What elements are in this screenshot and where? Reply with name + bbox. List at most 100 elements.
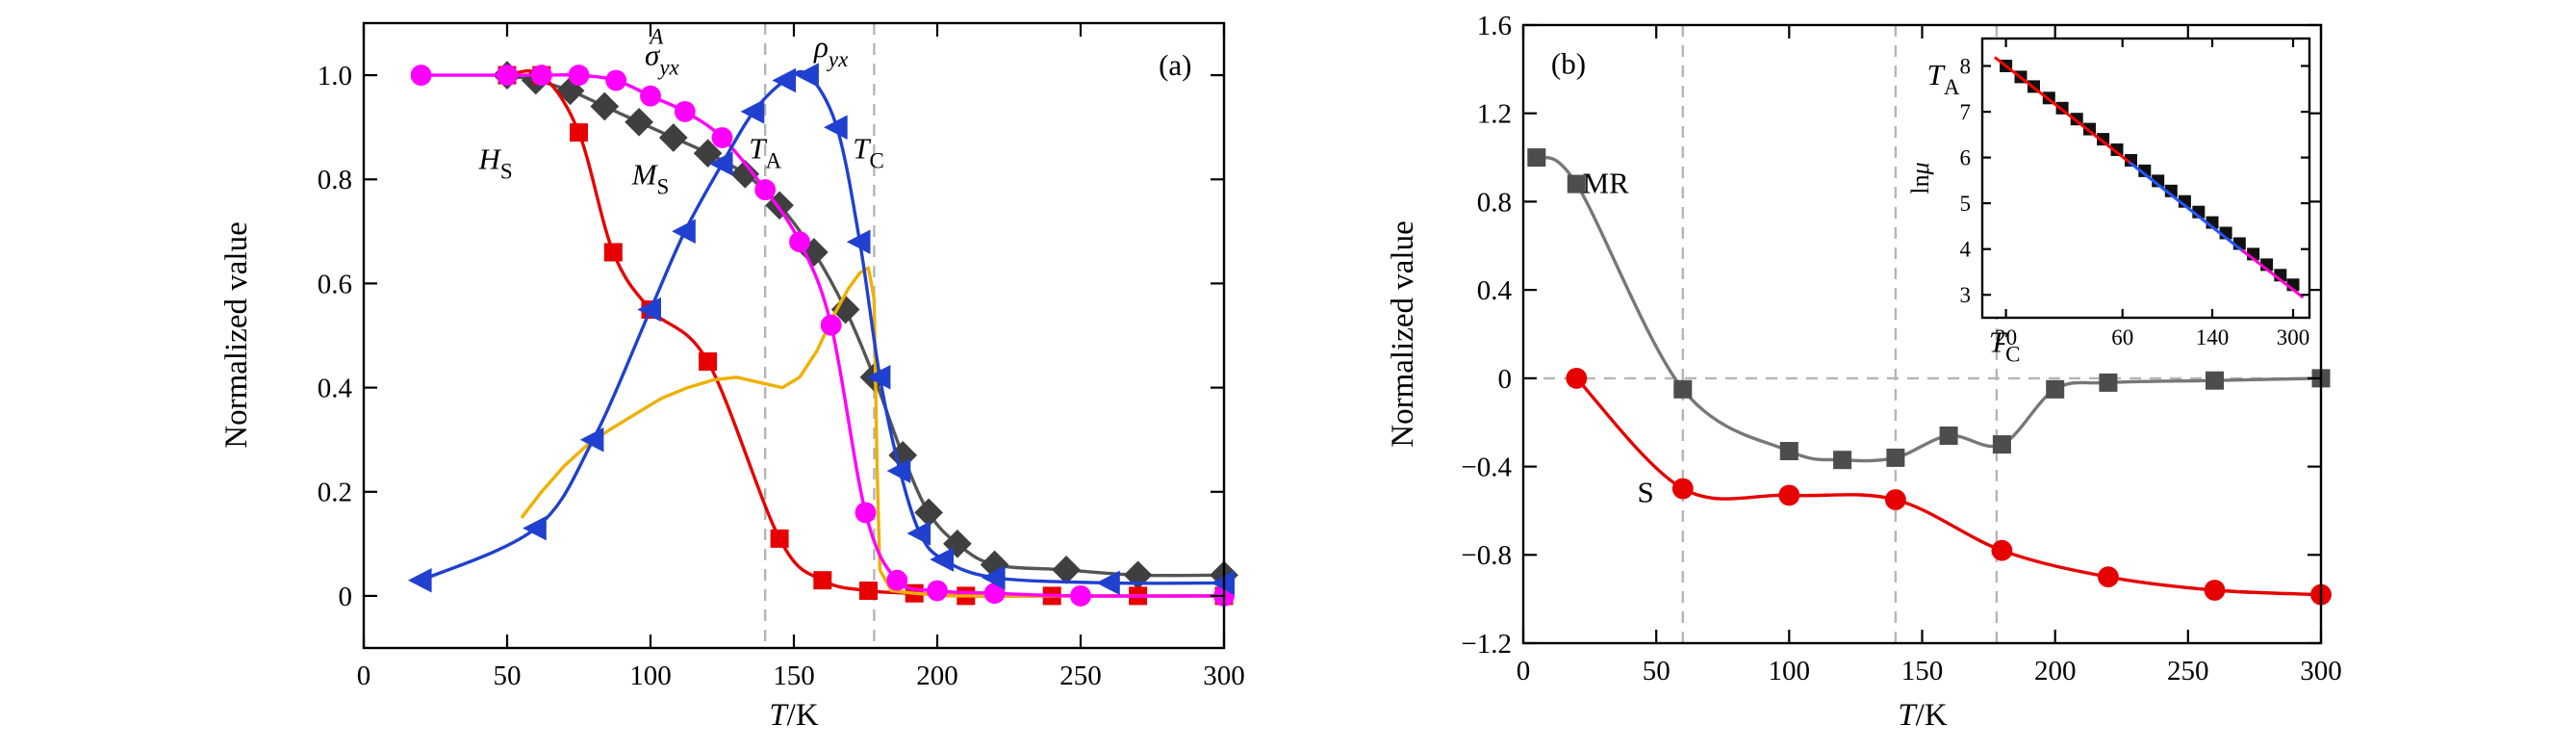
x-tick-label: 150 [773,660,815,691]
MR-marker [1673,379,1693,399]
x-tick-label: 100 [629,660,672,691]
y-tick-label: 0 [1498,364,1513,395]
rho-yx-label: ρyx [813,30,849,71]
x-tick-label: 300 [2277,325,2310,350]
rho_yx-marker [1096,570,1120,596]
x-tick-label: 300 [2300,656,2342,686]
M_S-marker [590,91,620,121]
x-tick-label: 60 [2111,325,2133,350]
series-MR [1527,148,2331,470]
fit_high_T-line [2240,248,2305,299]
fit_low_T-line [1994,56,2140,171]
y-tick-label: 0.6 [318,269,352,299]
x-tick-label: 300 [1203,660,1245,691]
rho_yx-marker [930,547,954,572]
sigma_yx_A-marker [497,65,518,87]
rho_yx-marker [523,515,547,541]
Tc-label: TC [853,132,884,173]
MR-marker [1886,448,1905,467]
MR-marker [1833,451,1852,470]
mr-label: MR [1583,166,1630,199]
H_S-marker [859,582,878,600]
S-marker [1991,539,2013,561]
x-axis-label: T/K [769,698,819,733]
y-tick-label: 1.6 [1477,11,1512,41]
rho_yx-marker [772,67,797,93]
rho_yx-marker [886,458,911,483]
rho_yx-marker [795,63,819,88]
x-tick-label: 0 [1517,656,1531,686]
y-axis-label: lnμ [1906,162,1934,194]
Hs-label: HS [478,142,513,183]
y-tick-label: 1.0 [318,61,352,91]
ln_mu-marker [2110,143,2124,156]
x-tick-label: 100 [1769,656,1811,686]
rho_yx-marker [672,219,696,245]
y-tick-label: 7 [1960,100,1972,124]
series-sigma_yx_A [410,65,1235,607]
y-axis-label: Normalized value [1386,220,1420,447]
MR-line [1535,155,2322,463]
x-tick-label: 250 [2167,656,2209,686]
Tc-label: TC [1989,324,2021,366]
inset-frame [1980,37,2311,320]
H_S-marker [570,123,588,142]
y-tick-label: 3 [1960,283,1972,307]
sigma_yx_A-marker [568,65,590,87]
inset-panel: 20 60 140 300 3 4 5 6 7 8 lnμ [1906,37,2311,350]
y-tick-label: −0.4 [1461,452,1512,482]
y-axis-label: Normalized value [219,221,254,448]
sigma_yx_A-marker [927,580,948,602]
y-tick-label: 0.2 [318,478,352,508]
panel-b-label: (b) [1551,46,1586,80]
sigma_yx_A-marker [820,314,842,336]
ln_mu-marker [2138,164,2152,177]
rho_yx-marker [579,427,604,453]
sigma_yx_A-marker [640,85,661,107]
MR-marker [2099,373,2118,392]
y-tick-label: 0.8 [318,165,352,195]
y-tick-label: 0.4 [318,373,353,403]
y-tick-label: 8 [1960,54,1972,78]
rho_yx-marker [708,151,733,176]
rho_yx-marker [866,365,891,390]
x-tick-label: 200 [916,660,958,691]
y-tick-label: 5 [1960,192,1972,216]
sigma-yx-A-label: σyxA [645,24,680,79]
sigma_yx_A-marker [983,583,1006,605]
H_S-marker [813,571,832,590]
MR-marker [1567,174,1586,194]
MR-marker [1779,442,1798,460]
x-tick-label: 140 [2196,325,2230,350]
y-tick-label: −0.8 [1461,540,1512,571]
sigma_yx_A-marker [886,569,908,591]
rho_yx-marker [407,567,432,593]
Ta-label: TA [1927,58,1960,99]
S-marker [2204,580,2226,601]
Ta-label: TA [749,132,781,173]
rho_yx-marker [740,99,765,124]
rho_yx-marker [846,229,871,254]
M_S-marker [693,139,723,168]
y-tick-label: 6 [1960,145,1972,169]
sigma_yx_A-marker [1070,584,1091,607]
S-marker [2097,566,2119,588]
MR-marker [2046,379,2065,399]
y-tick-label: 0.8 [1477,187,1512,218]
H_S-marker [699,352,718,371]
S-marker [1884,489,1906,510]
S-marker [1671,478,1694,500]
y-tick-label: 0.4 [1477,275,1513,306]
sigma_yx_A-marker [674,100,696,122]
panel-b-panel: 0 50 100 150 200 250 300 −1.2 −0.8 −0.4 0 0.4 0.8 1.2… [1386,11,2342,733]
H_S-marker [603,243,623,262]
rho_yx-marker [981,565,1006,590]
M_S-marker [658,123,688,152]
sigma_yx_A-marker [605,69,627,91]
MR-marker [2206,371,2224,390]
Ms-label: MS [631,158,670,199]
series-fit_high_T [2240,248,2305,299]
fit_mid_T-line [2128,161,2249,256]
